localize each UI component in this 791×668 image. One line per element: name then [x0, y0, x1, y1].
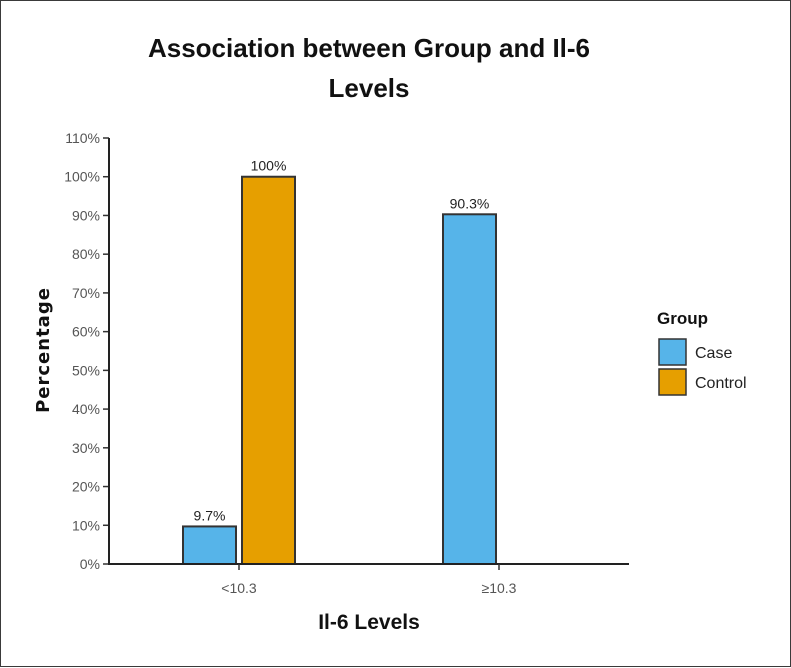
y-tick-label: 110% — [65, 130, 100, 146]
y-tick-label: 30% — [72, 440, 100, 456]
chart-title-line-1: Association between Group and Il-6 — [148, 33, 590, 63]
legend-label-control: Control — [695, 375, 747, 392]
legend-swatch-control — [658, 368, 687, 396]
legend: Group Case Control — [657, 309, 747, 396]
legend-swatch-case — [658, 338, 687, 366]
y-tick-label: 50% — [72, 362, 100, 378]
y-tick-label: 80% — [72, 246, 100, 262]
y-tick-label: 60% — [72, 324, 100, 340]
axes — [108, 138, 629, 565]
y-tick-label: 20% — [72, 479, 100, 495]
x-tick-label: <10.3 — [221, 580, 257, 596]
data-label: 9.7% — [194, 507, 226, 523]
x-axis-ticks: <10.3 ≥10.3 — [221, 564, 517, 596]
y-tick-label: 0% — [80, 556, 100, 572]
legend-title: Group — [657, 309, 708, 328]
data-labels: 9.7% 100% 90.3% — [194, 158, 490, 524]
y-tick-label: 10% — [72, 517, 100, 533]
y-axis-label: Percentage — [33, 287, 54, 413]
chart-title: Association between Group and Il-6 Level… — [148, 33, 590, 103]
y-tick-label: 100% — [64, 169, 100, 185]
bar-control-0 — [241, 175, 296, 566]
bar-case-1 — [442, 213, 497, 565]
bar-case-0 — [182, 525, 237, 566]
y-tick-label: 70% — [72, 285, 100, 301]
data-label: 90.3% — [450, 195, 490, 211]
y-axis-ticks: 0% 10% 20% 30% 40% 50% 60% 70% 80% 90% 100% 110% — [64, 130, 109, 572]
y-tick-label: 90% — [72, 207, 100, 223]
y-tick-label: 40% — [72, 401, 100, 417]
bars — [182, 175, 497, 566]
x-tick-label: ≥10.3 — [482, 580, 517, 596]
x-axis-label: Il-6 Levels — [318, 611, 420, 634]
data-label: 100% — [251, 158, 287, 174]
chart-title-line-2: Levels — [329, 73, 410, 103]
legend-label-case: Case — [695, 345, 732, 362]
